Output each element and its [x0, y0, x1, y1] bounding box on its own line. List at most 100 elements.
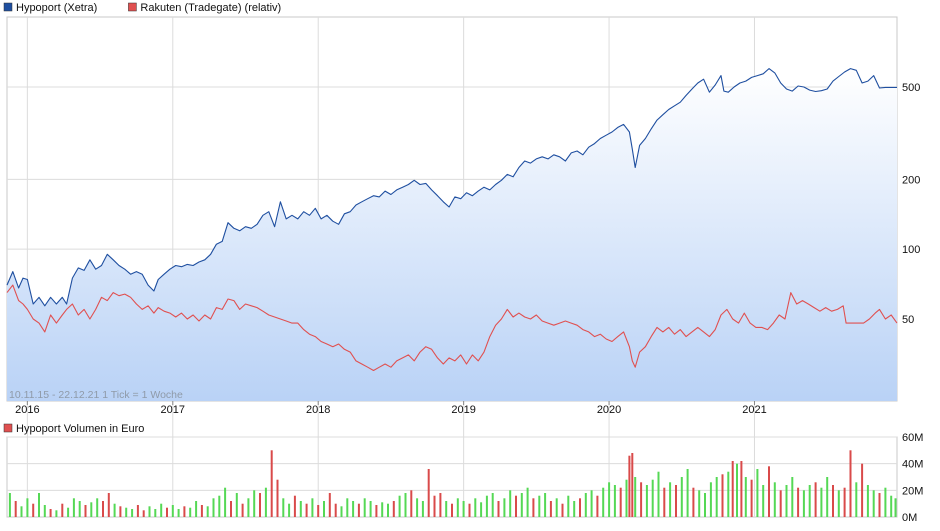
volume-bar — [346, 498, 349, 517]
volume-bar — [171, 505, 174, 517]
volume-bar — [762, 485, 765, 517]
volume-bar — [515, 495, 517, 517]
volume-bar — [663, 487, 666, 517]
volume-bar — [148, 506, 151, 517]
volume-bar — [14, 501, 17, 517]
volume-bar — [843, 487, 846, 517]
y-tick-label-3: 500 — [902, 82, 920, 94]
volume-bar — [526, 487, 529, 517]
volume-bar — [797, 487, 800, 517]
volume-bar — [218, 495, 221, 517]
volume-bar — [334, 503, 337, 517]
volume-bar — [363, 498, 366, 517]
volume-bar — [721, 474, 724, 517]
volume-bar — [631, 453, 634, 517]
volume-bar — [26, 498, 29, 517]
volume-bar — [119, 506, 122, 517]
volume-bar — [773, 482, 776, 517]
volume-bar — [439, 493, 442, 517]
volume-bar — [375, 505, 378, 517]
volume-bar — [468, 503, 471, 517]
series-line-1 — [6, 284, 898, 372]
volume-bar — [451, 503, 453, 517]
volume-bar — [96, 498, 99, 517]
volume-bar — [555, 498, 558, 517]
volume-bar — [49, 509, 52, 517]
volume-tick-label-3: 0M — [902, 512, 917, 524]
volume-bar — [67, 507, 70, 517]
volume-bar — [462, 501, 465, 517]
volume-bar — [43, 505, 46, 517]
volume-bar — [212, 498, 215, 517]
volume-bar — [369, 501, 372, 517]
volume-bar — [814, 482, 817, 517]
volume-legend-swatch — [3, 423, 13, 433]
volume-bar — [328, 493, 331, 517]
volume-bar — [270, 450, 273, 517]
volume-bar — [480, 502, 483, 517]
volume-bar — [837, 490, 840, 517]
volume-bar — [340, 506, 343, 517]
volume-bar — [590, 490, 593, 517]
volume-bar — [404, 493, 407, 517]
volume-bar — [640, 482, 643, 517]
volume-bar — [32, 503, 35, 517]
volume-bar — [421, 501, 424, 517]
volume-bar — [259, 493, 261, 517]
x-tick-label-0: 2016 — [15, 404, 39, 416]
volume-bar — [125, 507, 128, 517]
volume-bar — [20, 506, 23, 517]
volume-bar — [433, 495, 436, 517]
volume-bar — [884, 487, 887, 517]
volume-bar — [740, 461, 743, 517]
price-plot: 2016 2017 2018 2019 2020 2021 50 100 200 500 10.11… — [6, 16, 920, 517]
x-tick-label-5: 2021 — [742, 404, 766, 416]
volume-bar — [619, 487, 622, 517]
volume-bar — [253, 490, 256, 517]
volume-bar — [230, 501, 232, 517]
volume-bar — [579, 498, 581, 517]
volume-bar — [628, 455, 631, 517]
legend-swatch-0 — [3, 2, 13, 12]
volume-bar — [715, 477, 718, 517]
volume-bar — [802, 490, 805, 517]
volume-bar — [61, 503, 64, 517]
legend-label-0: Hypoport (Xetra) — [16, 2, 97, 14]
volume-bar — [160, 503, 163, 517]
volume-bar — [189, 507, 192, 517]
volume-bar — [136, 505, 139, 517]
volume-bar — [613, 485, 616, 517]
volume-bar — [497, 501, 500, 517]
volume-bar — [142, 510, 145, 517]
volume-bar — [890, 495, 893, 517]
volume-bar — [808, 485, 811, 517]
volume-bar — [878, 493, 881, 517]
volume-bar — [596, 495, 599, 517]
volume-bar — [549, 501, 552, 517]
volume-bar — [750, 479, 753, 517]
volume-bar — [625, 479, 628, 517]
volume-bar — [503, 498, 506, 517]
volume-bar — [55, 510, 58, 517]
volume-plot: 60M 40M 20M 0M — [6, 432, 923, 524]
volume-bar — [872, 490, 875, 517]
volume-bar — [509, 490, 512, 517]
x-tick-label-1: 2017 — [161, 404, 185, 416]
volume-bar — [680, 477, 683, 517]
volume-bar — [544, 493, 547, 517]
volume-bar — [785, 485, 788, 517]
price-legend: Hypoport (Xetra) Rakuten (Tradegate) (rel… — [3, 2, 281, 14]
volume-bar — [532, 498, 535, 517]
volume-bar — [669, 482, 672, 517]
volume-bar — [293, 495, 296, 517]
volume-bar — [305, 503, 308, 517]
volume-bar — [608, 482, 611, 517]
volume-bar — [90, 502, 93, 517]
volume-bar — [398, 495, 401, 517]
volume-bar — [317, 505, 320, 517]
volume-bar — [288, 503, 291, 517]
volume-tick-label-0: 60M — [902, 432, 923, 444]
volume-bar — [72, 498, 75, 517]
volume-bar — [573, 501, 576, 517]
